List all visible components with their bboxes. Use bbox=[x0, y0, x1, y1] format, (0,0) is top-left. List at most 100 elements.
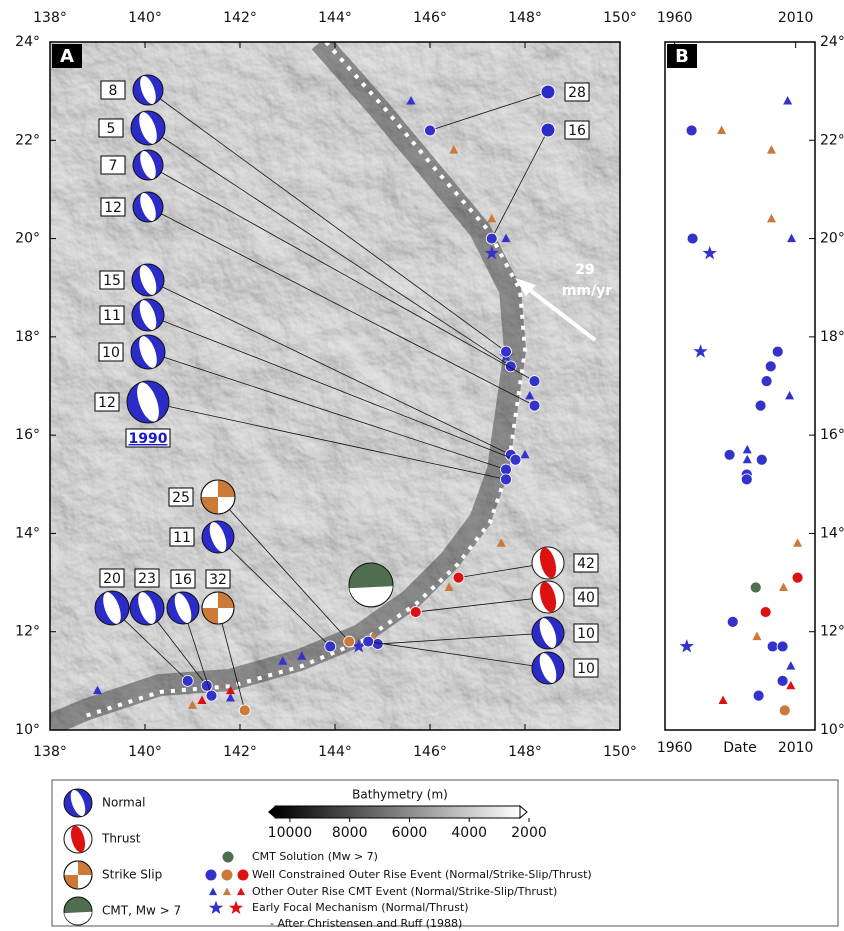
y-tick-label: 14° bbox=[15, 525, 40, 541]
x-tick-label: 1960 bbox=[657, 10, 693, 26]
x-axis-label: Date bbox=[723, 740, 756, 756]
depth-label: 11 bbox=[173, 530, 191, 546]
event-circle bbox=[239, 705, 250, 716]
x-tick-label: 150° bbox=[603, 10, 637, 26]
event-circle bbox=[363, 636, 374, 647]
colorbar-tick-label: 8000 bbox=[332, 825, 368, 841]
focal-mechanism bbox=[201, 480, 235, 514]
depth-label: 5 bbox=[107, 121, 116, 137]
event-circle bbox=[206, 690, 217, 701]
focal-mechanism bbox=[95, 590, 129, 626]
event-circle bbox=[724, 449, 735, 460]
event-circle bbox=[687, 233, 698, 244]
event-circle bbox=[765, 361, 776, 372]
y-tick-label: 18° bbox=[15, 329, 40, 345]
event-circle bbox=[686, 125, 697, 136]
focal-mechanism bbox=[131, 110, 165, 146]
legend-label: - After Christensen and Ruff (1988) bbox=[270, 917, 462, 930]
event-circle bbox=[741, 474, 752, 485]
legend-symbol bbox=[223, 852, 234, 863]
event-circle bbox=[760, 607, 771, 618]
legend-label: Early Focal Mechanism (Normal/Thrust) bbox=[252, 901, 469, 914]
focal-mechanism bbox=[133, 191, 163, 223]
depth-label: 10 bbox=[577, 661, 595, 677]
focal-mechanism bbox=[132, 298, 164, 332]
x-tick-label: 148° bbox=[508, 10, 542, 26]
depth-label: 12 bbox=[104, 200, 122, 216]
depth-label: 20 bbox=[103, 571, 121, 587]
focal-mechanism bbox=[167, 591, 199, 625]
event-circle bbox=[767, 641, 778, 652]
year-label: 1990 bbox=[129, 431, 168, 447]
event-dot bbox=[541, 85, 555, 99]
event-circle bbox=[529, 400, 540, 411]
panel-label: B bbox=[675, 46, 689, 67]
focal-mechanism bbox=[133, 74, 163, 106]
y-tick-label: 20° bbox=[820, 231, 844, 247]
colorbar-tick-label: 2000 bbox=[511, 825, 547, 841]
event-circle bbox=[755, 400, 766, 411]
legend-symbol bbox=[222, 870, 233, 881]
focal-mechanism bbox=[541, 85, 555, 99]
colorbar bbox=[275, 806, 520, 818]
depth-label: 16 bbox=[174, 572, 192, 588]
focal-mechanism bbox=[127, 380, 169, 425]
focal-mechanism bbox=[532, 651, 564, 685]
event-circle bbox=[529, 376, 540, 387]
y-tick-label: 10° bbox=[15, 722, 40, 738]
x-tick-label: 2010 bbox=[778, 10, 814, 26]
x-tick-label: 146° bbox=[413, 10, 447, 26]
legend-label: Normal bbox=[102, 796, 145, 810]
event-circle bbox=[410, 607, 421, 618]
event-circle bbox=[425, 125, 436, 136]
event-circle bbox=[344, 636, 355, 647]
legend-label: Well Constrained Outer Rise Event (Norma… bbox=[252, 868, 592, 881]
event-circle bbox=[756, 454, 767, 465]
event-circle bbox=[325, 641, 336, 652]
depth-label: 12 bbox=[98, 395, 116, 411]
focal-mechanism bbox=[131, 334, 165, 370]
focal-mechanism bbox=[349, 563, 393, 607]
event-circle bbox=[772, 346, 783, 357]
event-circle bbox=[501, 464, 512, 475]
depth-label: 16 bbox=[568, 123, 586, 139]
legend-symbol bbox=[206, 870, 217, 881]
depth-label: 7 bbox=[109, 158, 118, 174]
colorbar-tick-label: 6000 bbox=[392, 825, 428, 841]
event-circle bbox=[777, 675, 788, 686]
depth-label: 15 bbox=[103, 273, 121, 289]
legend-label: Strike Slip bbox=[102, 868, 162, 882]
y-tick-label: 22° bbox=[15, 132, 40, 148]
x-tick-label: 142° bbox=[223, 744, 257, 760]
x-tick-label: 140° bbox=[128, 744, 162, 760]
y-tick-label: 14° bbox=[820, 525, 844, 541]
x-tick-label: 138° bbox=[33, 10, 67, 26]
y-tick-label: 12° bbox=[15, 624, 40, 640]
legend-symbol bbox=[238, 870, 249, 881]
event-circle bbox=[182, 675, 193, 686]
depth-label: 42 bbox=[577, 556, 595, 572]
focal-mechanism bbox=[64, 897, 92, 925]
event-dot bbox=[541, 123, 555, 137]
y-tick-label: 24° bbox=[820, 34, 844, 50]
event-circle bbox=[486, 233, 497, 244]
depth-label: 8 bbox=[109, 83, 118, 99]
depth-label: 10 bbox=[102, 345, 120, 361]
x-tick-label: 1960 bbox=[657, 740, 693, 756]
focal-mechanism bbox=[202, 592, 234, 624]
event-circle bbox=[777, 641, 788, 652]
x-tick-label: 2010 bbox=[778, 740, 814, 756]
legend-label: Other Outer Rise CMT Event (Normal/Strik… bbox=[252, 885, 557, 898]
y-tick-label: 24° bbox=[15, 34, 40, 50]
depth-label: 40 bbox=[577, 590, 595, 606]
figure: A B 29 mm/yr Date Bathymetry (m) 138°138… bbox=[0, 0, 844, 931]
x-tick-label: 150° bbox=[603, 744, 637, 760]
focal-mechanism bbox=[532, 546, 564, 580]
y-tick-label: 18° bbox=[820, 329, 844, 345]
y-tick-label: 22° bbox=[820, 132, 844, 148]
y-tick-label: 10° bbox=[820, 722, 844, 738]
focal-mechanism bbox=[541, 123, 555, 137]
focal-mechanism bbox=[130, 590, 164, 626]
event-circle bbox=[753, 690, 764, 701]
focal-mechanism bbox=[132, 263, 164, 297]
